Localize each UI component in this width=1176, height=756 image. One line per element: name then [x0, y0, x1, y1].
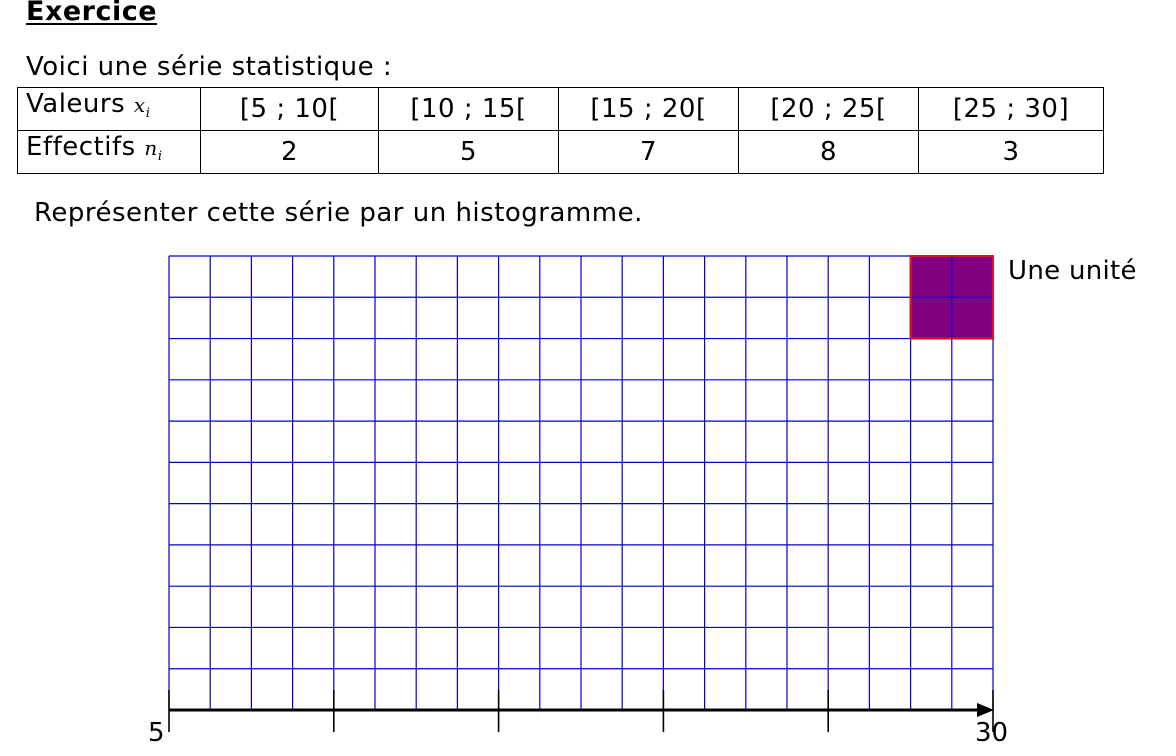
exercise-title: Exercice [26, 0, 158, 27]
instruction-text: Représenter cette série par un histogram… [34, 198, 643, 228]
counts-row-header: Effectifs ni [17, 130, 201, 174]
interval-cell: [15 ; 20[ [558, 87, 739, 131]
axis-max-label: 30 [975, 718, 1009, 748]
count-cell: 5 [378, 130, 559, 174]
values-row-header: Valeurs xi [17, 87, 201, 131]
values-row: Valeurs xi [5 ; 10[ [10 ; 15[ [15 ; 20[ … [17, 87, 1104, 131]
unit-label: Une unité [1008, 256, 1137, 286]
interval-cell: [25 ; 30] [918, 87, 1104, 131]
interval-cell: [5 ; 10[ [200, 87, 379, 131]
counts-label: Effectifs [26, 132, 136, 162]
values-variable: xi [133, 93, 151, 121]
values-label: Valeurs [26, 89, 126, 119]
x-axis-arrow [977, 703, 994, 717]
count-cell: 8 [738, 130, 919, 174]
count-cell: 2 [200, 130, 379, 174]
counts-variable: ni [144, 136, 163, 164]
count-cell: 7 [558, 130, 739, 174]
counts-row: Effectifs ni 2 5 7 8 3 [17, 130, 1104, 174]
interval-cell: [20 ; 25[ [738, 87, 919, 131]
count-cell: 3 [918, 130, 1104, 174]
statistics-table: Valeurs xi [5 ; 10[ [10 ; 15[ [15 ; 20[ … [17, 87, 1104, 174]
interval-cell: [10 ; 15[ [378, 87, 559, 131]
unit-square-border [909, 255, 994, 340]
axis-min-label: 5 [148, 718, 165, 748]
intro-text: Voici une série statistique : [26, 52, 393, 82]
